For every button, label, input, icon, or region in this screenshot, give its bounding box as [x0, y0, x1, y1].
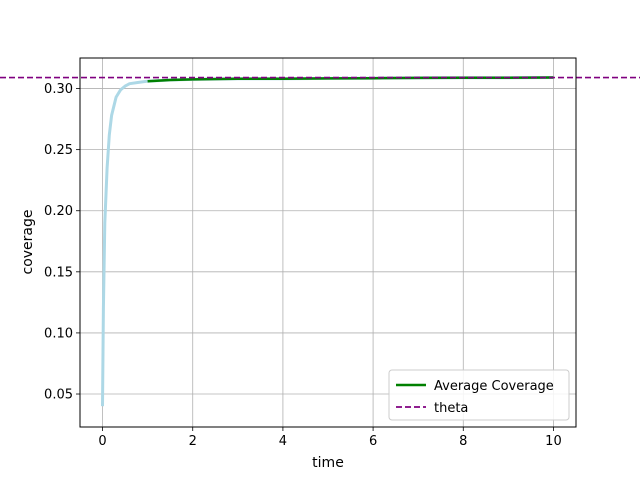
x-tick-label: 6 — [369, 434, 377, 449]
y-tick-label: 0.10 — [44, 326, 73, 341]
x-tick-label: 8 — [459, 434, 467, 449]
y-tick-label: 0.05 — [44, 388, 73, 403]
grid — [80, 58, 576, 427]
x-tick-label: 10 — [545, 434, 562, 449]
x-axis-label: time — [312, 455, 344, 471]
y-tick-label: 0.25 — [44, 143, 73, 158]
x-tick-label: 2 — [189, 434, 197, 449]
x-axis: 0 2 4 6 8 10 — [98, 427, 562, 449]
y-tick-label: 0.20 — [44, 204, 73, 219]
legend-theta-label: theta — [434, 401, 468, 416]
legend: Average Coverage theta — [388, 369, 570, 421]
y-axis-label: coverage — [20, 210, 36, 275]
y-tick-label: 0.30 — [44, 82, 73, 97]
legend-average-coverage-label: Average Coverage — [434, 379, 554, 394]
x-tick-label: 0 — [98, 434, 106, 449]
y-tick-label: 0.15 — [44, 265, 73, 280]
x-tick-label: 4 — [279, 434, 287, 449]
plot-frame — [79, 57, 577, 428]
series-layer — [0, 76, 640, 407]
legend-box — [388, 369, 570, 421]
y-axis: 0.05 0.10 0.15 0.20 0.25 0.30 — [44, 82, 80, 403]
